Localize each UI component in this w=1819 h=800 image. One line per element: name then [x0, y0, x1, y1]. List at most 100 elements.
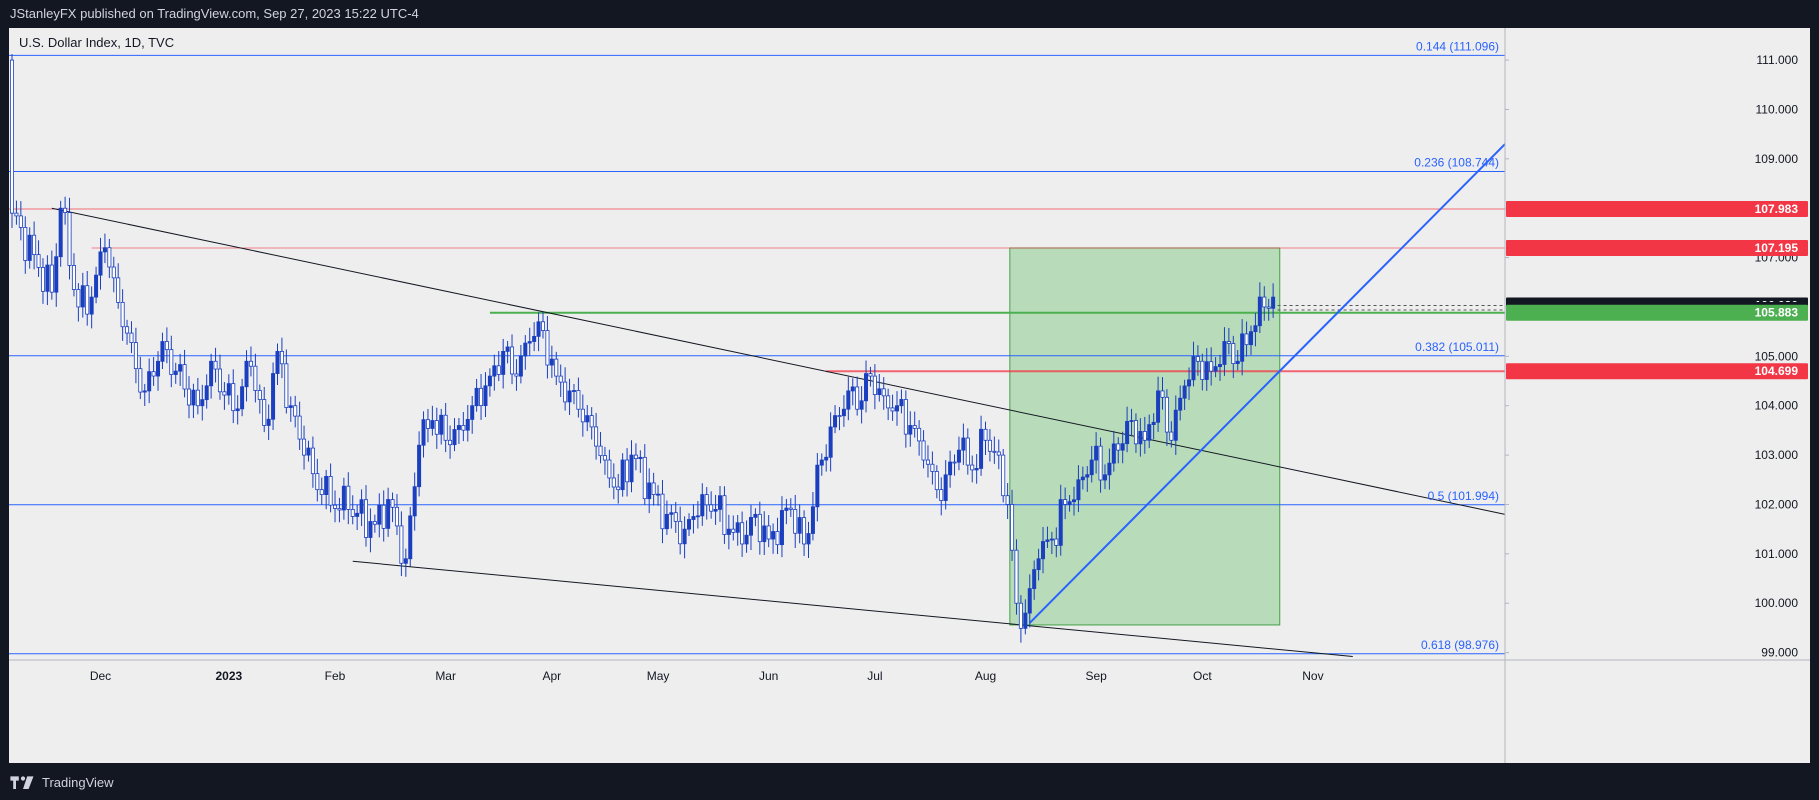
candle-body	[718, 495, 723, 510]
candle-body	[94, 274, 99, 298]
candle-body	[541, 321, 546, 331]
candle-body	[771, 531, 776, 540]
candle-body	[1014, 549, 1019, 604]
candle-body	[363, 499, 368, 538]
candle-body	[996, 451, 1001, 456]
candle-body	[987, 439, 992, 452]
ascending-trendline	[1029, 143, 1506, 624]
candle-body	[1041, 541, 1046, 560]
candle-body	[545, 330, 550, 366]
candle-body	[257, 390, 262, 400]
candle-body	[169, 349, 174, 375]
candle-body	[1191, 356, 1196, 381]
candle-body	[536, 321, 541, 337]
candle-body	[1125, 421, 1130, 445]
price-tick-label: 99.000	[1761, 646, 1798, 660]
candle-body	[1257, 296, 1262, 327]
candle-body	[456, 425, 461, 430]
candle-body	[912, 425, 917, 429]
candle-body	[412, 486, 417, 517]
candle-body	[979, 428, 984, 469]
time-tick-label: Aug	[975, 669, 996, 683]
candle-body	[408, 515, 413, 560]
price-tick-label: 105.000	[1755, 349, 1799, 363]
candle-body	[1178, 397, 1183, 411]
candle-body	[1058, 499, 1063, 546]
candle-body	[1054, 538, 1059, 546]
candle-body	[992, 450, 997, 453]
candle-body	[248, 360, 253, 367]
candle-body	[1098, 445, 1103, 481]
price-tag-label: 107.983	[1755, 202, 1799, 216]
candle-body	[664, 513, 669, 530]
candle-body	[425, 419, 430, 429]
candle-body	[1076, 479, 1081, 501]
time-tick-label: Oct	[1193, 669, 1212, 683]
price-tick-label: 111.000	[1756, 53, 1798, 67]
candle-body	[1018, 602, 1023, 629]
candle-body	[943, 474, 948, 501]
candle-body	[833, 415, 838, 428]
candle-body	[1032, 569, 1037, 590]
candle-body	[465, 419, 470, 431]
candle-body	[49, 264, 54, 293]
candle-body	[284, 363, 289, 408]
candle-body	[487, 375, 492, 387]
candle-body	[125, 326, 130, 334]
candle-body	[1107, 462, 1112, 476]
candle-body	[421, 419, 426, 446]
candle-body	[1262, 296, 1267, 308]
candle-body	[669, 512, 674, 515]
price-tag-label: 107.195	[1755, 241, 1799, 255]
candle-body	[859, 400, 864, 410]
candle-body	[337, 508, 342, 511]
candle-body	[762, 525, 767, 543]
candle-body	[474, 387, 479, 407]
candle-body	[1151, 421, 1156, 425]
candle-body	[1133, 420, 1138, 445]
candle-body	[240, 386, 245, 410]
candle-body	[204, 385, 209, 401]
candle-body	[638, 456, 643, 460]
candle-body	[302, 438, 307, 456]
candle-body	[217, 368, 222, 393]
candle-body	[952, 461, 957, 464]
candle-body	[1213, 366, 1218, 372]
candle-body	[386, 499, 391, 529]
candle-body	[297, 415, 302, 440]
candle-body	[505, 346, 510, 352]
candle-body	[961, 437, 966, 451]
tradingview-logo[interactable]: TradingView	[10, 773, 114, 791]
candle-body	[1173, 409, 1178, 441]
candle-body	[802, 517, 807, 545]
tradingview-icon	[10, 776, 34, 789]
candle-body	[9, 59, 15, 214]
candle-body	[501, 351, 506, 375]
candle-body	[129, 332, 134, 343]
candle-body	[518, 355, 523, 377]
time-tick-label: Sep	[1085, 669, 1107, 683]
candle-body	[571, 390, 576, 392]
candle-body	[903, 399, 908, 435]
candle-body	[629, 454, 634, 483]
candle-body	[142, 390, 147, 393]
candle-body	[1147, 424, 1152, 441]
candle-body	[209, 360, 214, 387]
candle-body	[1085, 474, 1090, 478]
candle-body	[1182, 385, 1187, 399]
chart-pane[interactable]: 0.144 (111.096) 0.236 (108.744) 0.382 (105…	[9, 28, 1810, 763]
candle-body	[63, 207, 68, 213]
time-tick-label: Mar	[435, 669, 456, 683]
candle-body	[45, 264, 50, 292]
candle-body	[558, 375, 563, 383]
candle-body	[492, 365, 497, 377]
price-chart[interactable]: 0.144 (111.096) 0.236 (108.744) 0.382 (105…	[9, 28, 1810, 763]
candle-body	[753, 513, 758, 518]
candle-body	[775, 531, 780, 546]
candle-body	[156, 360, 161, 377]
candle-body	[253, 365, 258, 391]
candle-body	[448, 439, 453, 446]
candle-body	[864, 373, 869, 402]
candle-body	[1226, 341, 1231, 344]
candle-body	[899, 399, 904, 407]
